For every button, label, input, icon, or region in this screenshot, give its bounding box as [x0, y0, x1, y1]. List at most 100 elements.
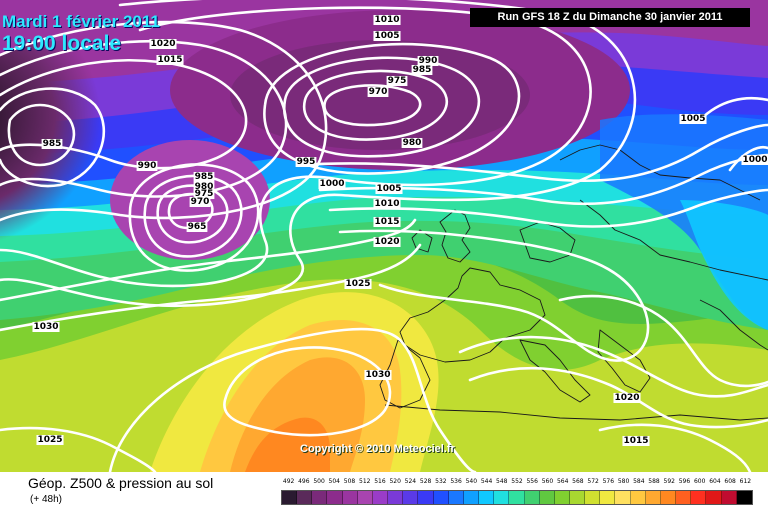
legend-value-label: 560 — [541, 478, 554, 485]
isobar-label-background — [373, 199, 401, 209]
model-run-info: Run GFS 18 Z du Dimanche 30 janvier 2011 — [470, 8, 750, 27]
isobar-label-background — [136, 161, 158, 171]
legend-color-cell — [736, 491, 752, 504]
legend-color-cell — [479, 491, 495, 504]
legend-color-cell — [676, 491, 692, 504]
legend-color-cell — [600, 491, 616, 504]
isobar-label-background — [189, 197, 211, 207]
legend-color-cell — [645, 491, 661, 504]
isobar-label-background — [367, 87, 389, 97]
legend-value-label: 524 — [404, 478, 417, 485]
isobar-label: 1025 — [345, 279, 370, 289]
legend-value-label: 608 — [724, 478, 736, 485]
isobar-label: 985 — [195, 172, 214, 182]
legend-value-label: 512 — [359, 478, 371, 485]
isobar-label: 990 — [419, 56, 438, 66]
isobar-label: 970 — [369, 87, 388, 97]
legend-color-cell — [706, 491, 722, 504]
legend-color-cell — [721, 491, 737, 504]
isobar-label-background — [41, 139, 63, 149]
legend-color-cell — [494, 491, 510, 504]
legend-value-label: 544 — [480, 478, 493, 485]
legend-color-cell — [388, 491, 404, 504]
legend-color-cell — [509, 491, 525, 504]
legend-value-label: 568 — [572, 478, 584, 485]
isobar-label-background — [36, 435, 64, 445]
isobar-label: 980 — [195, 182, 214, 192]
legend-value-label: 556 — [526, 478, 538, 485]
isobar-label-background — [679, 114, 707, 124]
isobar-label-background — [375, 184, 403, 194]
forecast-date: Mardi 1 février 2011 — [2, 12, 160, 31]
isobar-label-background — [386, 76, 408, 86]
legend-color-cell — [554, 491, 570, 504]
isobar-label: 1030 — [365, 370, 390, 380]
isobar-label-background — [149, 39, 177, 49]
legend-value-label: 612 — [739, 478, 752, 485]
legend-value-label: 532 — [435, 478, 447, 485]
legend-value-label: 492 — [282, 478, 295, 485]
legend-value-label: 520 — [389, 478, 401, 485]
legend-color-cell — [372, 491, 389, 504]
isobar-label: 1015 — [374, 217, 399, 227]
isobar-label: 975 — [388, 76, 407, 86]
legend-value-label: 552 — [511, 478, 523, 485]
legend-value-labels: 492 496 500 504 508 512 516 520 524 528 532 536 540 5… — [281, 478, 753, 488]
coastlines — [379, 144, 768, 421]
isobar-label: 990 — [138, 161, 157, 171]
forecast-hour: (+ 48h) — [30, 494, 62, 505]
isobar-label: 995 — [297, 157, 316, 167]
isobar-label: 965 — [188, 222, 207, 232]
legend-color-cell — [327, 491, 343, 504]
legend-value-label: 588 — [648, 478, 660, 485]
legend-color-cell — [418, 491, 434, 504]
legend-color-cell — [282, 491, 298, 504]
legend-color-cell — [448, 491, 464, 504]
legend-color-cell — [585, 491, 601, 504]
color-scale-legend — [281, 490, 753, 505]
legend-value-label: 576 — [602, 478, 615, 485]
legend-value-label: 536 — [450, 478, 462, 485]
isobar-label-background — [373, 237, 401, 247]
legend-value-label: 580 — [617, 478, 630, 485]
isobar-label-background — [344, 279, 372, 289]
forecast-local-time: 19:00 locale — [2, 32, 122, 55]
isobar-label: 1010 — [374, 199, 399, 209]
isobar-label: 1005 — [374, 31, 399, 41]
isobar-label: 970 — [191, 197, 210, 207]
legend-value-label: 500 — [313, 478, 325, 485]
legend-color-cell — [615, 491, 631, 504]
isobar-label-background — [32, 322, 60, 332]
legend-value-label: 504 — [328, 478, 340, 485]
isobar-label-background — [186, 222, 208, 232]
isobar-label-background — [193, 172, 215, 182]
isobar-label: 1015 — [157, 55, 182, 65]
isobar-label: 975 — [195, 189, 214, 199]
isobar-label: 1000 — [319, 179, 344, 189]
forecast-map: 1010 1005 990 985 975 970 980 1005 1000 985 990 995… — [0, 0, 768, 472]
legend-color-cell — [357, 491, 373, 504]
isobar-label: 1010 — [374, 15, 399, 25]
copyright-notice: Copyright © 2010 Meteociel.fr — [300, 443, 455, 455]
isobar-label-background — [295, 157, 317, 167]
isobar-label: 1005 — [680, 114, 705, 124]
legend-value-label: 600 — [693, 478, 706, 485]
isobar-label-background — [193, 182, 215, 192]
legend-value-label: 596 — [678, 478, 691, 485]
isobar-label-background — [156, 55, 184, 65]
legend-value-label: 508 — [343, 478, 356, 485]
isobar-label: 1020 — [150, 39, 175, 49]
legend-value-label: 604 — [709, 478, 721, 485]
isobar-label-background — [411, 65, 433, 75]
isobar-label-background — [373, 31, 401, 41]
isobar-label-background — [741, 155, 768, 165]
legend-color-cell — [403, 491, 419, 504]
legend-value-label: 564 — [556, 478, 569, 485]
isobar-label-background — [401, 138, 423, 148]
legend-color-cell — [569, 491, 586, 504]
isobar-label-background — [622, 436, 650, 446]
legend-value-label: 540 — [465, 478, 478, 485]
